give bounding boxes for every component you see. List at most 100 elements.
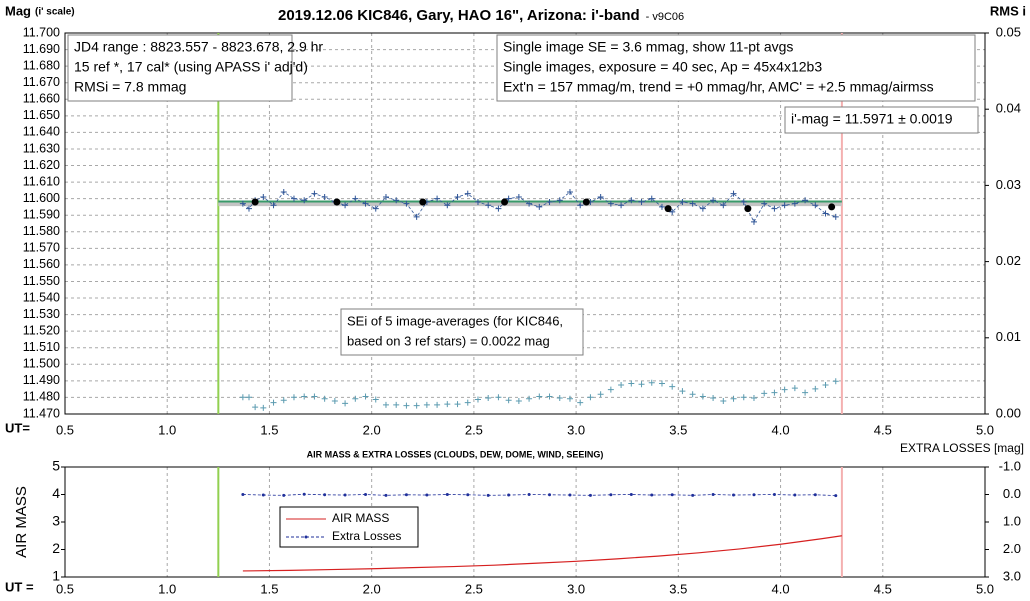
annotation-box	[67, 34, 293, 102]
y-tick-label: 11.580	[23, 224, 60, 238]
y-tick-label: 11.630	[23, 141, 60, 155]
point	[485, 202, 492, 209]
point	[527, 493, 531, 496]
point	[311, 190, 318, 197]
chart-title: AIR MASS & EXTRA LOSSES (CLOUDS, DEW, DO…	[307, 449, 604, 459]
point	[302, 492, 306, 496]
point	[566, 189, 573, 196]
point	[474, 396, 481, 403]
point	[515, 398, 522, 405]
point	[609, 493, 613, 497]
point	[628, 197, 635, 204]
point	[464, 399, 471, 406]
point	[648, 379, 655, 386]
point	[577, 399, 584, 406]
point	[290, 394, 297, 401]
average-point	[419, 198, 427, 206]
point	[454, 401, 461, 408]
point	[486, 493, 490, 497]
y2-tick-label: 0.04	[996, 101, 1021, 116]
point	[546, 198, 553, 205]
point	[485, 394, 492, 401]
annotation-box	[784, 106, 979, 134]
y-tick-label: 4	[52, 485, 60, 501]
point	[403, 402, 410, 409]
point	[772, 493, 776, 496]
point	[588, 493, 592, 497]
y2-tick-label: -1.0	[999, 458, 1021, 473]
x-tick-label: 3.0	[567, 581, 585, 596]
x-axis-label: UT =	[5, 579, 34, 594]
point	[669, 383, 676, 390]
point	[740, 198, 747, 205]
point	[536, 203, 543, 210]
annotation-text: Single images, exposure = 40 sec, Ap = 4…	[503, 59, 822, 75]
annotation-text: Single image SE = 3.6 mmag, show 11-pt a…	[503, 39, 793, 55]
point	[239, 200, 246, 207]
annotation-text: JD4 range : 8823.557 - 8823.678, 2.9 hr	[74, 39, 323, 55]
point	[301, 393, 308, 400]
point	[526, 200, 533, 207]
average-point	[744, 205, 752, 213]
point	[638, 381, 645, 388]
point	[413, 213, 420, 220]
point	[444, 401, 451, 408]
x-tick-label: 4.0	[772, 581, 790, 596]
x-tick-label: 0.5	[56, 581, 74, 596]
point	[495, 394, 502, 401]
point	[362, 393, 369, 400]
point	[832, 378, 839, 385]
point	[239, 394, 246, 401]
point	[597, 391, 604, 398]
point	[607, 386, 614, 393]
point	[536, 393, 543, 400]
point	[730, 190, 737, 197]
point	[699, 393, 706, 400]
point	[403, 200, 410, 207]
point	[679, 198, 686, 205]
point	[382, 401, 389, 408]
y2-tick-label: 0.05	[996, 24, 1021, 39]
y2-axis-label: EXTRA LOSSES [mag]	[900, 441, 1024, 455]
y-tick-label: 11.510	[23, 340, 60, 354]
point	[791, 385, 798, 392]
point	[270, 399, 277, 406]
x-tick-label: 4.5	[874, 422, 892, 437]
point	[761, 390, 768, 397]
point	[720, 202, 727, 209]
point	[730, 395, 737, 402]
point	[802, 389, 809, 396]
point	[343, 493, 347, 497]
point	[732, 493, 736, 497]
x-tick-label: 1.5	[260, 581, 278, 596]
y-tick-label: 5	[52, 458, 60, 474]
point	[505, 195, 512, 202]
x-tick-label: 2.0	[363, 422, 381, 437]
point	[658, 203, 665, 210]
y-tick-label: 11.590	[23, 208, 60, 222]
point	[699, 205, 706, 212]
y-axis-label: Mag	[5, 3, 31, 18]
annotation-text: SEi of 5 image-averages (for KIC846,	[347, 313, 563, 328]
point	[556, 394, 563, 401]
x-tick-label: 5.0	[976, 422, 994, 437]
point	[568, 493, 572, 497]
point	[362, 200, 369, 207]
average-point	[828, 203, 836, 211]
x-tick-label: 2.5	[465, 581, 483, 596]
point	[750, 394, 757, 401]
point	[834, 494, 838, 498]
point	[342, 400, 349, 407]
point	[618, 382, 625, 389]
point	[352, 395, 359, 402]
y2-tick-label: 1.0	[1003, 513, 1021, 528]
point	[648, 195, 655, 202]
point	[802, 197, 809, 204]
point	[629, 493, 633, 496]
point	[710, 197, 717, 204]
point	[761, 200, 768, 207]
y-tick-label: 11.700	[23, 25, 60, 39]
point	[691, 493, 695, 497]
y-tick-label: 11.640	[23, 125, 60, 139]
y-tick-label: 11.470	[23, 406, 60, 420]
